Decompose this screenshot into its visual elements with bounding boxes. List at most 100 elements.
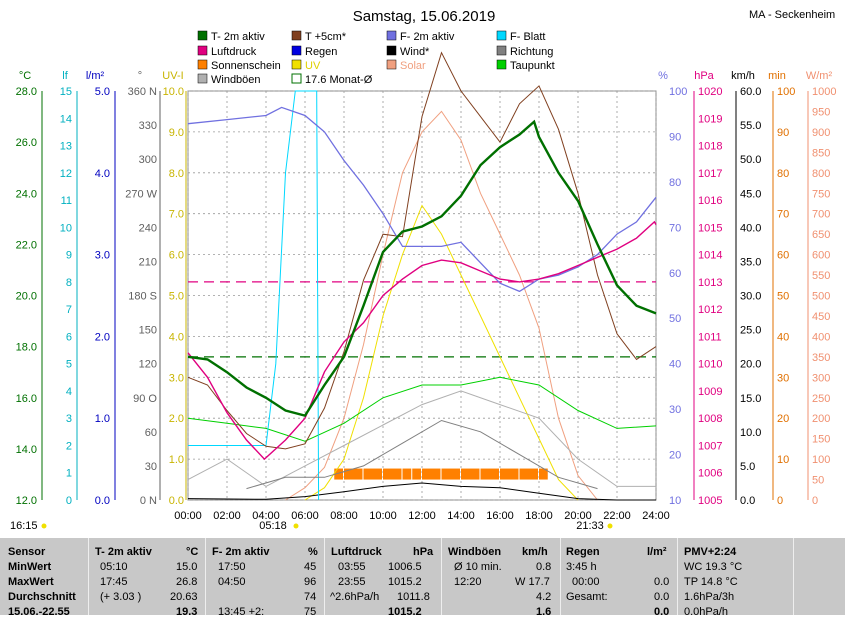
x-tick-label: 18:00: [525, 510, 553, 522]
axis-tick-dir: 60: [145, 427, 157, 439]
axis-tick-uv: 9.0: [169, 127, 184, 139]
legend-swatch: [496, 30, 507, 41]
axis-tick-min: 100: [777, 86, 795, 98]
axis-tick-dir: 300: [139, 154, 157, 166]
stats-press-trend-1h: 0.0hPa/h: [684, 606, 729, 618]
sunshine-bar: [461, 468, 480, 480]
stats-hum-avg-value: 74: [304, 591, 317, 603]
current-time: 16:15: [10, 520, 38, 532]
axis-tick-press: 1006: [698, 468, 722, 480]
axis-tick-wind: 0.0: [740, 495, 755, 507]
axis-tick-press: 1007: [698, 440, 722, 452]
series-line: [187, 119, 657, 417]
axis-tick-min: 40: [777, 331, 789, 343]
legend-label: Sonnenschein: [211, 60, 281, 72]
sunshine-bar: [412, 468, 421, 480]
axis-tick-dir: 120: [139, 359, 157, 371]
sunrise-time: 05:18: [259, 520, 287, 532]
stats-wind-max-value: W 17.7: [515, 576, 550, 588]
axis-tick-wind: 10.0: [740, 427, 761, 439]
stats-press-trend: ^2.6hPa/h: [330, 591, 380, 603]
legend-label: F- 2m aktiv: [400, 31, 455, 43]
x-tick-label: 24:00: [642, 510, 670, 522]
legend-swatch: [291, 30, 302, 41]
weather-chart: Samstag, 15.06.2019 MA - Seckenheim T- 2m …: [10, 8, 836, 532]
axis-tick-hum: 60: [669, 268, 681, 280]
legend-label: Taupunkt: [510, 60, 555, 72]
axis-tick-dir: 90 O: [133, 393, 157, 405]
legend-swatch: [386, 30, 397, 41]
axis-tick-uv: 1.0: [169, 454, 184, 466]
axis-unit-press: hPa: [694, 70, 714, 82]
axis-tick-min: 60: [777, 250, 789, 262]
axis-tick-solar: 800: [812, 168, 830, 180]
axis-tick-press: 1009: [698, 386, 722, 398]
stats-rain-total-label: Gesamt:: [566, 591, 608, 603]
series-line: [304, 204, 579, 501]
axis-tick-hum: 30: [669, 404, 681, 416]
stats-press-trend-3h: 1.6hPa/3h: [684, 591, 735, 603]
axis-tick-hum: 80: [669, 177, 681, 189]
series-line: [187, 482, 656, 501]
axis-tick-min: 70: [777, 209, 789, 221]
sunshine-bar: [402, 468, 412, 480]
sunshine-bar: [383, 468, 402, 480]
axis-tick-lf: 15: [60, 86, 72, 98]
series-line: [246, 419, 598, 490]
axis-tick-solar: 900: [812, 127, 830, 139]
axis-unit-dir: °: [138, 70, 142, 82]
legend-label: Richtung: [510, 46, 553, 58]
legend-label: 17.6 Monat-Ø: [305, 74, 373, 86]
axis-tick-solar: 850: [812, 147, 830, 159]
axis-tick-wind: 35.0: [740, 256, 761, 268]
axis-tick-temp: 14.0: [16, 444, 37, 456]
axis-tick-dir: 210: [139, 256, 157, 268]
stats-wind-avg-value: 0.8: [536, 561, 552, 573]
axis-tick-press: 1011: [698, 331, 722, 343]
stats-hum-current-time: 13:45 +2:: [218, 606, 265, 618]
axis-tick-wind: 25.0: [740, 325, 761, 337]
stats-row-min: MinWert: [8, 561, 52, 573]
sunshine-bar: [363, 468, 382, 480]
axis-tick-solar: 300: [812, 372, 830, 384]
axis-tick-min: 50: [777, 291, 789, 303]
sunshine-bar: [441, 468, 460, 480]
axis-tick-wind: 50.0: [740, 154, 761, 166]
axis-tick-solar: 350: [812, 352, 830, 364]
legend-label: Solar: [400, 60, 426, 72]
stats-wind-max-time: 12:20: [454, 576, 482, 588]
axis-tick-dir: 240: [139, 222, 157, 234]
axis-unit-min: min: [768, 70, 786, 82]
statistics-panel: Sensor T- 2m aktiv °C F- 2m aktiv % Luft…: [0, 538, 845, 618]
axis-tick-lf: 5: [66, 359, 72, 371]
axis-tick-lf: 13: [60, 141, 72, 153]
stats-rain-max-value: 0.0: [654, 576, 670, 588]
sunshine-bar: [334, 468, 343, 480]
stats-wind-current: 1.6: [536, 606, 552, 618]
stats-press-min-value: 1006.5: [388, 561, 422, 573]
axis-tick-solar: 250: [812, 393, 830, 405]
stats-rain-total-value: 0.0: [654, 591, 670, 603]
axis-unit-hum: %: [658, 70, 668, 82]
legend-label: Regen: [305, 46, 337, 58]
axis-unit-solar: W/m²: [806, 70, 833, 82]
axis-tick-press: 1012: [698, 304, 722, 316]
current-time-marker: [41, 523, 47, 529]
stats-header-temp: T- 2m aktiv: [95, 546, 152, 558]
axis-tick-hum: 40: [669, 359, 681, 371]
axis-tick-press: 1019: [698, 113, 722, 125]
axis-tick-solar: 200: [812, 413, 830, 425]
axis-tick-press: 1005: [698, 495, 722, 507]
sunshine-bar: [422, 468, 441, 480]
axis-tick-uv: 2.0: [169, 413, 184, 425]
axis-tick-dir: 270 W: [125, 188, 157, 200]
axis-tick-lf: 8: [66, 277, 72, 289]
sunset-time: 21:33: [576, 520, 604, 532]
stats-windchill: WC 19.3 °C: [684, 561, 743, 573]
stats-header-temp-unit: °C: [186, 546, 199, 558]
axis-tick-uv: 10.0: [163, 86, 184, 98]
stats-hum-current: 75: [304, 606, 317, 618]
axis-tick-press: 1013: [698, 277, 722, 289]
legend-label: Luftdruck: [211, 46, 257, 58]
stats-rain-duration: 3:45 h: [566, 561, 597, 573]
